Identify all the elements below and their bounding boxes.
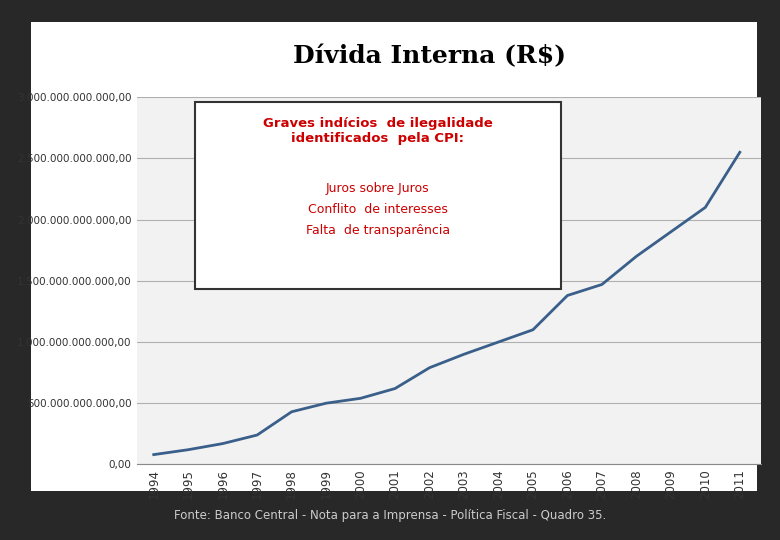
- Bar: [195, 102, 561, 289]
- Text: Conflito  de interesses: Conflito de interesses: [308, 203, 448, 217]
- Text: Graves indícios  de ilegalidade
identificados  pela CPI:: Graves indícios de ilegalidade identific…: [263, 118, 493, 145]
- Text: Dívida Interna (R$): Dívida Interna (R$): [292, 45, 566, 69]
- Text: Fonte: Banco Central - Nota para a Imprensa - Política Fiscal - Quadro 35.: Fonte: Banco Central - Nota para a Impre…: [174, 509, 606, 522]
- Text: Juros sobre Juros: Juros sobre Juros: [326, 183, 430, 195]
- Text: Falta  de transparência: Falta de transparência: [306, 224, 450, 237]
